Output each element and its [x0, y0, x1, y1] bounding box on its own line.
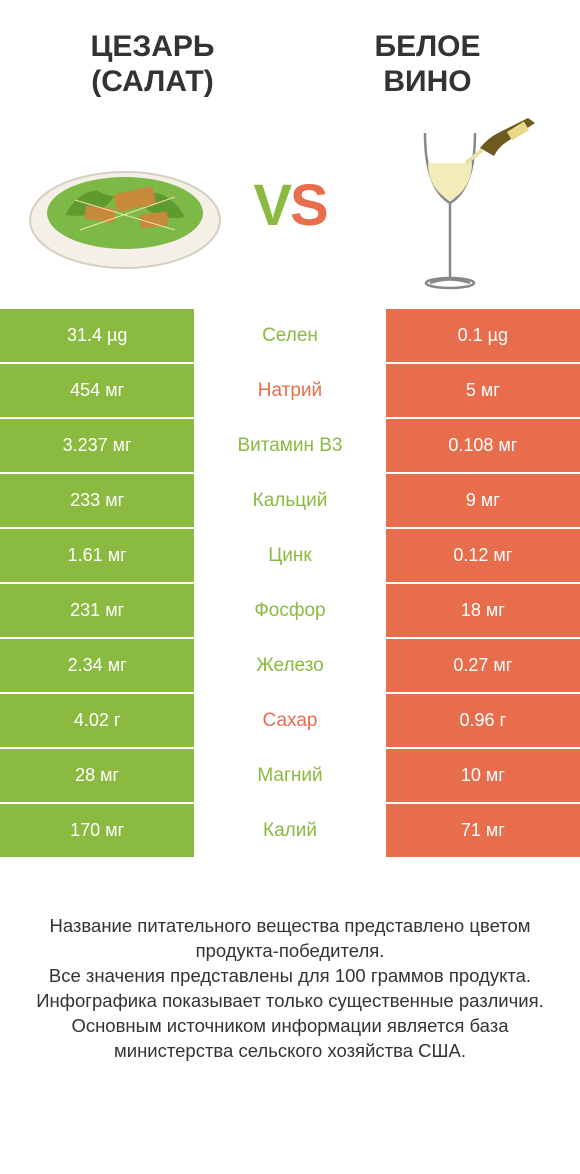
right-value: 0.27 мг [386, 639, 580, 692]
footer-line2: Все значения представлены для 100 граммо… [49, 965, 531, 986]
table-row: 1.61 мгЦинк0.12 мг [0, 529, 580, 584]
left-value: 454 мг [0, 364, 194, 417]
footer-line4: Основным источником информации является … [71, 1015, 508, 1061]
left-value: 1.61 мг [0, 529, 194, 582]
right-value: 9 мг [386, 474, 580, 527]
table-row: 28 мгМагний10 мг [0, 749, 580, 804]
right-value: 0.12 мг [386, 529, 580, 582]
wine-image [355, 120, 555, 290]
nutrient-label: Сахар [194, 694, 385, 747]
left-title-line2: (САЛАТ) [91, 65, 213, 98]
left-title-line1: ЦЕЗАРЬ [91, 30, 215, 63]
vs-v: V [253, 172, 290, 239]
left-value: 170 мг [0, 804, 194, 857]
left-value: 233 мг [0, 474, 194, 527]
images-row: VS [0, 109, 580, 309]
vs-s: S [290, 172, 327, 239]
right-value: 18 мг [386, 584, 580, 637]
left-value: 3.237 мг [0, 419, 194, 472]
right-value: 10 мг [386, 749, 580, 802]
nutrient-label: Магний [194, 749, 385, 802]
nutrient-label: Селен [194, 309, 385, 362]
footer-line3: Инфографика показывает только существенн… [36, 990, 544, 1011]
header: ЦЕЗАРЬ (САЛАТ) БЕЛОЕ ВИНО [0, 0, 580, 109]
right-value: 71 мг [386, 804, 580, 857]
right-title-line2: ВИНО [383, 65, 471, 98]
left-value: 28 мг [0, 749, 194, 802]
left-value: 2.34 мг [0, 639, 194, 692]
left-title: ЦЕЗАРЬ (САЛАТ) [40, 30, 265, 99]
nutrient-label: Кальций [194, 474, 385, 527]
infographic-root: ЦЕЗАРЬ (САЛАТ) БЕЛОЕ ВИНО VS [0, 0, 580, 1174]
table-row: 3.237 мгВитамин B30.108 мг [0, 419, 580, 474]
nutrient-label: Фосфор [194, 584, 385, 637]
left-value: 4.02 г [0, 694, 194, 747]
table-row: 4.02 гСахар0.96 г [0, 694, 580, 749]
nutrient-label: Калий [194, 804, 385, 857]
left-value: 231 мг [0, 584, 194, 637]
right-value: 5 мг [386, 364, 580, 417]
table-row: 2.34 мгЖелезо0.27 мг [0, 639, 580, 694]
footer-text: Название питательного вещества представл… [0, 859, 580, 1064]
right-value: 0.108 мг [386, 419, 580, 472]
nutrient-label: Витамин B3 [194, 419, 385, 472]
nutrient-label: Цинк [194, 529, 385, 582]
right-title: БЕЛОЕ ВИНО [315, 30, 540, 99]
table-row: 454 мгНатрий5 мг [0, 364, 580, 419]
nutrient-label: Натрий [194, 364, 385, 417]
right-value: 0.1 µg [386, 309, 580, 362]
right-title-line1: БЕЛОЕ [375, 30, 481, 63]
vs-label: VS [253, 172, 326, 239]
right-value: 0.96 г [386, 694, 580, 747]
table-row: 231 мгФосфор18 мг [0, 584, 580, 639]
table-row: 170 мгКалий71 мг [0, 804, 580, 859]
comparison-table: 31.4 µgСелен0.1 µg454 мгНатрий5 мг3.237 … [0, 309, 580, 859]
table-row: 31.4 µgСелен0.1 µg [0, 309, 580, 364]
nutrient-label: Железо [194, 639, 385, 692]
left-value: 31.4 µg [0, 309, 194, 362]
footer-line1: Название питательного вещества представл… [49, 915, 530, 961]
table-row: 233 мгКальций9 мг [0, 474, 580, 529]
salad-image [25, 120, 225, 290]
